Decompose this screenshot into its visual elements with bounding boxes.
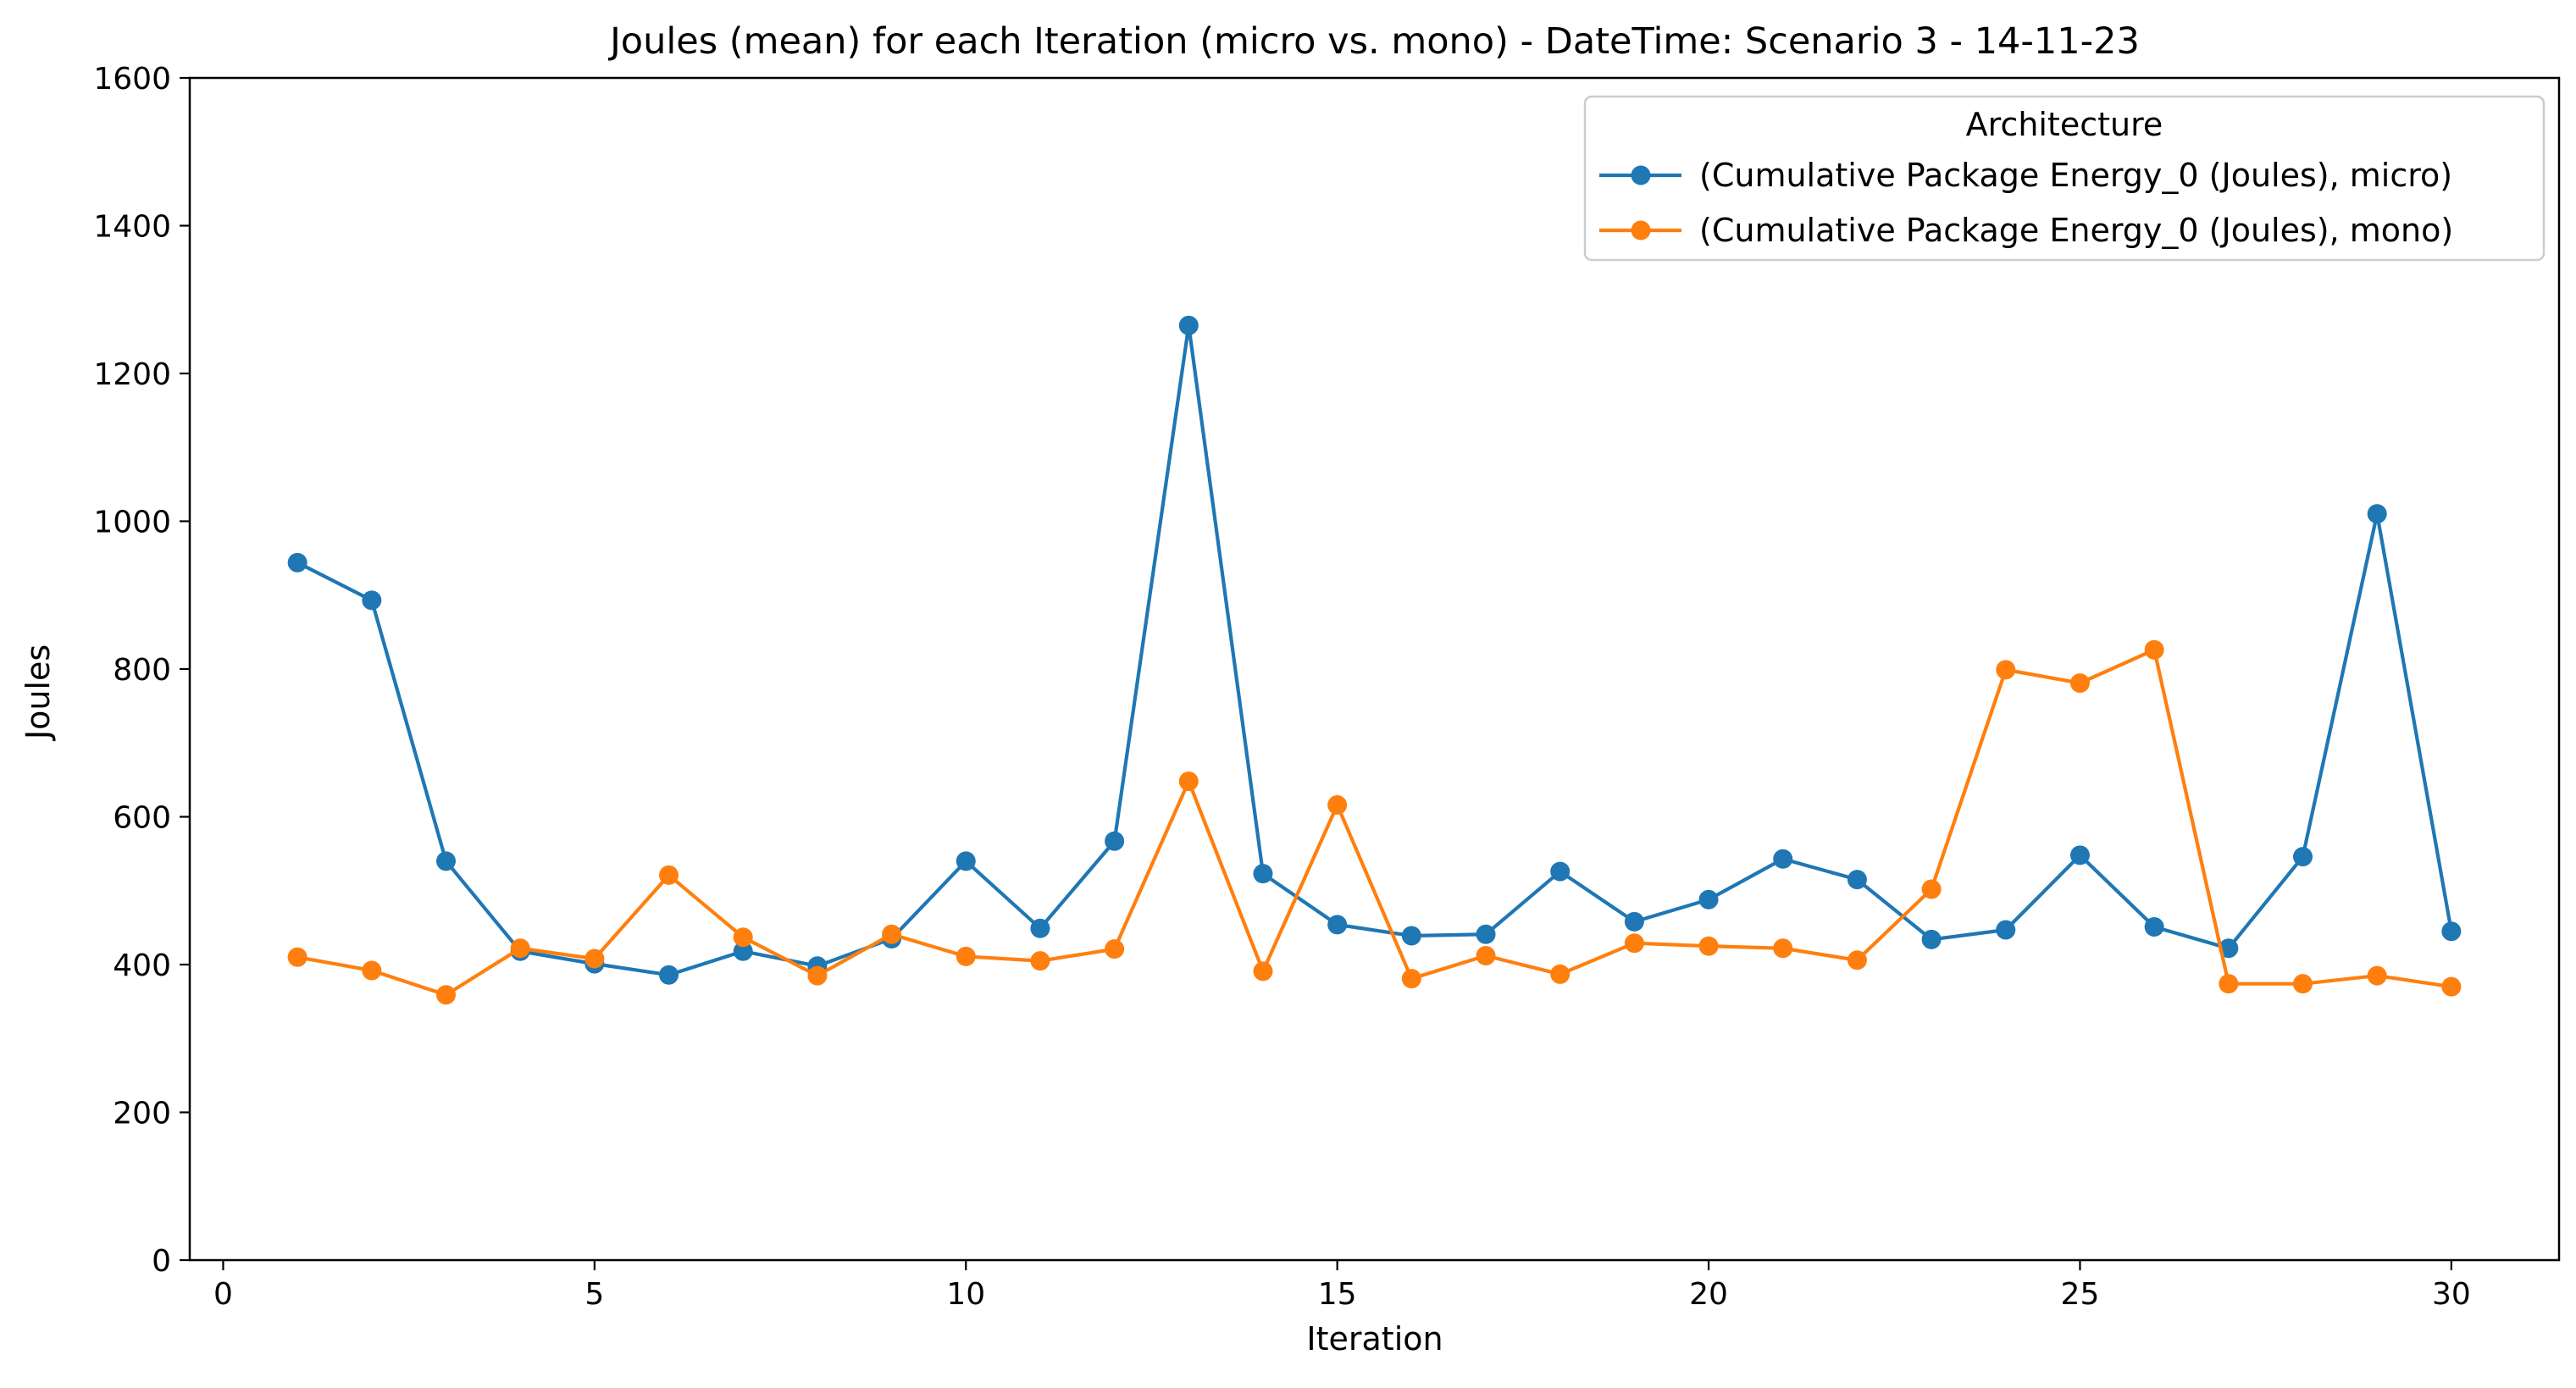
data-point bbox=[1996, 920, 2016, 940]
legend-marker bbox=[1631, 220, 1651, 241]
data-point bbox=[1178, 771, 1199, 792]
data-point bbox=[1847, 870, 1867, 890]
x-tick-label: 25 bbox=[2061, 1277, 2100, 1312]
y-tick-label: 1600 bbox=[93, 62, 171, 97]
data-point bbox=[956, 851, 976, 871]
axes: 0 5 10 15 20 25 30 0 200 400 600 800 1000 1200 1400 160… bbox=[93, 62, 2561, 1312]
y-axis-label: Joules bbox=[19, 644, 57, 741]
data-point bbox=[1105, 831, 1125, 851]
data-point bbox=[1847, 950, 1867, 970]
data-point bbox=[1327, 795, 1348, 816]
series-line bbox=[296, 648, 2452, 997]
data-point bbox=[1550, 861, 1571, 882]
series-layer bbox=[287, 315, 2462, 1005]
x-axis-label: Iteration bbox=[1306, 1320, 1443, 1358]
data-point bbox=[659, 965, 679, 985]
data-point bbox=[2219, 974, 2239, 994]
y-tick-label: 1000 bbox=[93, 506, 171, 540]
data-point bbox=[1996, 660, 2016, 680]
legend-label: (Cumulative Package Energy_0 (Joules), m… bbox=[1699, 157, 2452, 194]
data-point bbox=[956, 946, 976, 966]
data-point bbox=[1921, 929, 1942, 949]
data-point bbox=[1178, 315, 1199, 335]
data-point bbox=[2367, 504, 2387, 524]
data-point bbox=[1550, 964, 1571, 984]
data-point bbox=[1401, 926, 1421, 946]
data-point bbox=[2293, 847, 2313, 867]
data-point bbox=[807, 965, 828, 986]
data-point bbox=[1476, 946, 1496, 966]
data-point bbox=[287, 947, 307, 967]
data-point bbox=[1624, 911, 1644, 932]
legend-frame bbox=[1583, 95, 2546, 262]
data-point bbox=[1253, 961, 1273, 982]
y-tick-label: 400 bbox=[113, 948, 171, 983]
data-point bbox=[1401, 969, 1421, 989]
data-point bbox=[1698, 936, 1719, 956]
data-point bbox=[733, 941, 753, 961]
data-point bbox=[2069, 845, 2090, 865]
data-point bbox=[1698, 889, 1719, 910]
data-point bbox=[2367, 965, 2387, 986]
data-point bbox=[1624, 933, 1644, 954]
legend-label: (Cumulative Package Energy_0 (Joules), m… bbox=[1699, 212, 2453, 249]
y-tick-label: 800 bbox=[113, 653, 171, 688]
data-point bbox=[2293, 974, 2313, 994]
data-point bbox=[1773, 938, 1793, 959]
data-point bbox=[584, 948, 605, 969]
legend: Architecture (Cumulative Package Energy_… bbox=[1583, 95, 2546, 262]
data-point bbox=[2144, 639, 2164, 660]
legend-marker bbox=[1631, 165, 1651, 185]
data-point bbox=[362, 590, 382, 611]
series-line bbox=[296, 323, 2453, 977]
y-tick-label: 200 bbox=[113, 1097, 171, 1131]
data-point bbox=[1030, 918, 1050, 938]
data-point bbox=[435, 851, 456, 871]
data-point bbox=[362, 960, 382, 981]
data-point bbox=[2441, 976, 2462, 997]
x-tick-label: 0 bbox=[213, 1277, 233, 1312]
data-point bbox=[2441, 921, 2462, 942]
x-tick-label: 5 bbox=[584, 1277, 604, 1312]
data-point bbox=[1105, 939, 1125, 959]
data-point bbox=[1476, 924, 1496, 944]
data-point bbox=[1030, 951, 1050, 971]
data-point bbox=[1253, 864, 1273, 884]
data-point bbox=[510, 938, 530, 959]
legend-title: Architecture bbox=[1966, 106, 2163, 143]
data-point bbox=[1327, 915, 1348, 935]
y-tick-label: 600 bbox=[113, 801, 171, 836]
chart-title: Joules (mean) for each Iteration (micro … bbox=[607, 20, 2140, 63]
data-point bbox=[659, 865, 679, 885]
data-point bbox=[2144, 917, 2164, 937]
y-tick-label: 0 bbox=[152, 1244, 171, 1279]
data-point bbox=[882, 924, 902, 944]
y-tick-label: 1400 bbox=[93, 210, 171, 245]
data-point bbox=[287, 552, 307, 572]
data-point bbox=[2069, 673, 2090, 694]
data-point bbox=[733, 927, 753, 948]
x-tick-label: 10 bbox=[946, 1277, 985, 1312]
data-point bbox=[1921, 879, 1942, 899]
x-tick-label: 30 bbox=[2432, 1277, 2471, 1312]
data-point bbox=[1773, 849, 1793, 869]
x-tick-label: 20 bbox=[1689, 1277, 1728, 1312]
x-tick-label: 15 bbox=[1318, 1277, 1357, 1312]
data-point bbox=[2219, 938, 2239, 959]
y-tick-label: 1200 bbox=[93, 357, 171, 392]
data-point bbox=[435, 985, 456, 1005]
